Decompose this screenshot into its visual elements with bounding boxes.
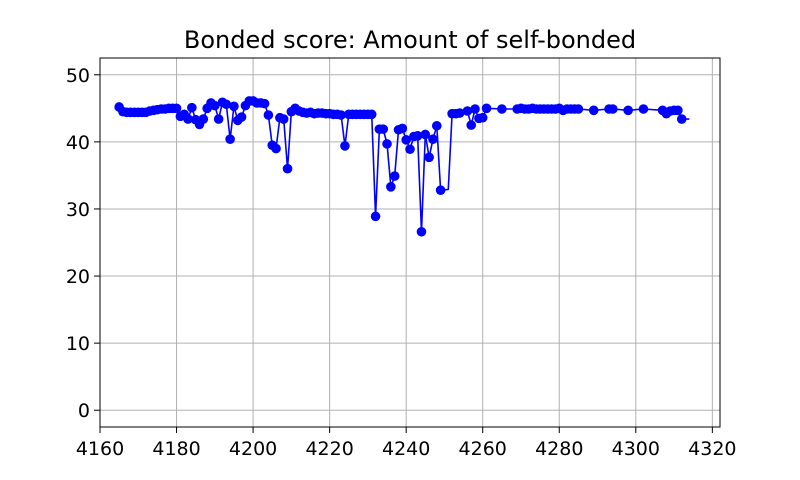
data-point [608,104,618,114]
y-tick-label: 0 [78,400,90,422]
x-tick-label: 4260 [459,438,507,460]
plot-area-frame [99,57,721,428]
data-point [588,105,599,116]
x-tick-label: 4220 [305,438,353,460]
data-point [370,211,381,222]
y-tick-label: 20 [66,266,90,288]
y-tick-label: 40 [66,132,90,154]
data-point [431,120,442,131]
y-axis-ticks: 0 10 20 30 40 50 [66,65,100,422]
x-tick-label: 4240 [382,438,430,460]
data-point [198,114,209,124]
x-tick-label: 4320 [688,438,736,460]
data-point [454,108,465,118]
data-point [477,112,488,123]
data-point [673,105,683,116]
chart-title: Bonded score: Amount of self-bonded [184,26,636,54]
data-point [340,141,350,151]
data-point [278,114,289,124]
data-point [416,226,427,237]
data-point [221,99,232,110]
x-tick-label: 4160 [76,438,124,460]
y-tick-label: 10 [66,333,90,355]
x-tick-label: 4200 [229,438,277,460]
data-point [271,143,281,154]
data-point [263,110,274,120]
data-point [470,104,480,114]
data-point [225,134,235,144]
y-tick-label: 50 [66,65,90,87]
data-point [397,123,408,134]
data-point [466,120,477,130]
data-point [171,103,182,114]
data-point [420,129,431,140]
data-point [378,124,389,134]
data-markers [114,96,687,237]
data-point [405,144,415,155]
data-point [183,114,193,124]
data-point [213,114,224,124]
x-tick-label: 4300 [612,438,660,460]
data-point [573,104,584,114]
data-point [386,182,396,192]
data-point [236,112,247,122]
data-point [210,100,220,111]
data-point [282,163,293,174]
data-point [259,98,270,109]
data-point [462,106,473,116]
data-point [638,104,649,114]
x-axis-ticks: 4160 4180 4200 4220 4240 4260 4280 4300 4320 [76,427,737,460]
data-point [389,171,400,181]
data-point [497,104,507,114]
x-tick-label: 4180 [152,438,200,460]
data-point [428,134,438,144]
data-point [401,135,411,145]
data-point [435,185,446,195]
data-point [623,105,633,116]
data-point [412,131,423,141]
data-point [424,152,434,163]
data-point [481,103,492,114]
data-point [229,101,239,112]
y-tick-label: 30 [66,199,90,221]
data-point [336,110,346,120]
data-point [366,109,377,120]
data-point [676,114,687,124]
data-point [187,102,197,113]
x-tick-label: 4280 [535,438,583,460]
data-point [382,139,392,149]
